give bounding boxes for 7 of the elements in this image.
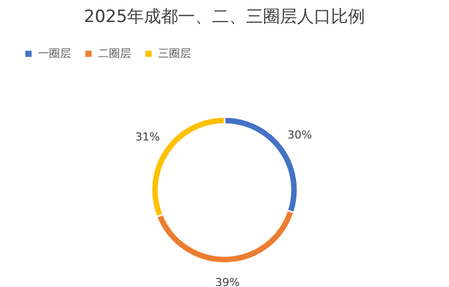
legend-label: 二圈层: [98, 46, 131, 60]
data-label: 30%: [288, 128, 312, 142]
legend-label: 一圈层: [38, 46, 71, 60]
data-label: 31%: [135, 130, 160, 144]
chart-title: 2025年成都一、二、三圈层人口比例: [84, 7, 366, 27]
data-label: 39%: [215, 276, 240, 287]
legend-label: 三圈层: [158, 46, 191, 60]
